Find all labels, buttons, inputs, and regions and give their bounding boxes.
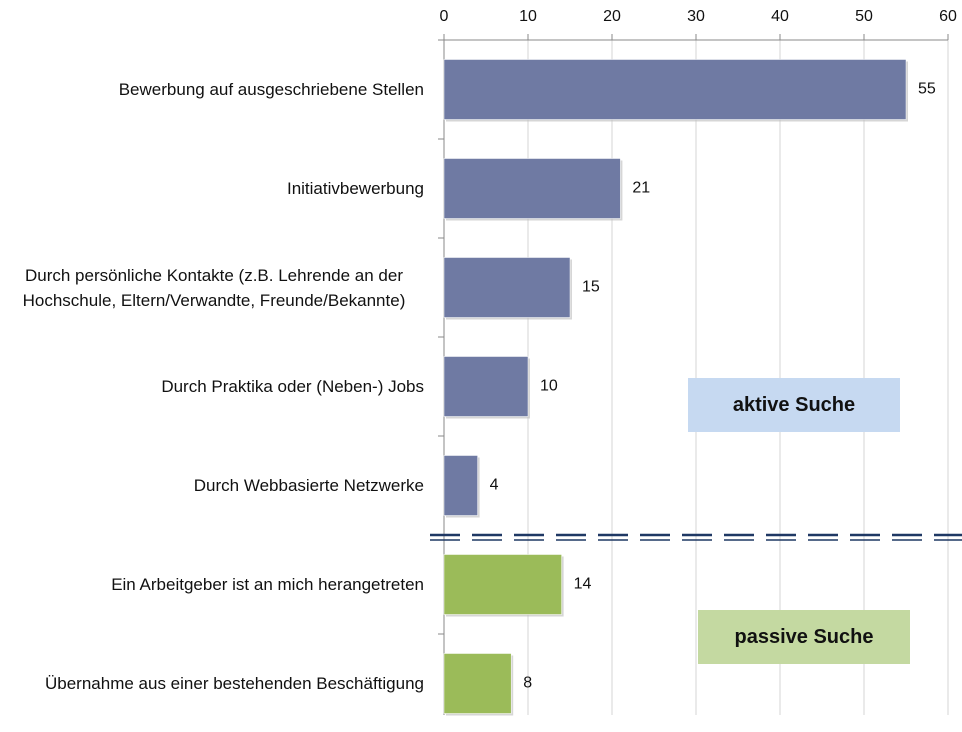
category-label: Durch Praktika oder (Neben-) Jobs — [0, 342, 424, 432]
data-label: 10 — [540, 378, 558, 395]
annotation: passive Suche — [698, 610, 910, 664]
bar — [443, 554, 562, 615]
x-tick-label: 10 — [519, 8, 537, 25]
x-tick-label: 50 — [855, 8, 873, 25]
category-label: Übernahme aus einer bestehenden Beschäft… — [0, 639, 424, 729]
data-label: 55 — [918, 81, 936, 98]
category-label: Initiativbewerbung — [0, 144, 424, 234]
data-label: 21 — [632, 180, 650, 197]
x-tick-label: 40 — [771, 8, 789, 25]
bar — [443, 653, 512, 714]
bar — [443, 257, 571, 318]
x-tick-label: 20 — [603, 8, 621, 25]
bar — [443, 158, 621, 219]
category-label-text: Ein Arbeitgeber ist an mich herangetrete… — [111, 575, 424, 594]
bar — [443, 59, 907, 120]
category-label-text: Bewerbung auf ausgeschriebene Stellen — [118, 80, 424, 99]
data-label: 8 — [523, 675, 532, 692]
category-label: Ein Arbeitgeber ist an mich herangetrete… — [0, 540, 424, 630]
x-tick-label: 0 — [440, 8, 449, 25]
x-tick-label: 30 — [687, 8, 705, 25]
bar — [443, 455, 478, 516]
category-label-text: Durch Praktika oder (Neben-) Jobs — [161, 377, 424, 396]
category-label-text: Durch Webbasierte Netzwerke — [193, 476, 424, 495]
bar — [443, 356, 529, 417]
category-label-text: Übernahme aus einer bestehenden Beschäft… — [45, 674, 424, 693]
category-label: Durch Webbasierte Netzwerke — [0, 441, 424, 531]
data-label: 15 — [582, 279, 600, 296]
annotation-text: passive Suche — [734, 625, 874, 648]
x-tick-label: 60 — [939, 8, 957, 25]
category-label-text: Initiativbewerbung — [286, 179, 424, 198]
category-label: Bewerbung auf ausgeschriebene Stellen — [0, 45, 424, 135]
data-label: 14 — [574, 576, 592, 593]
annotation: aktive Suche — [688, 378, 900, 432]
category-label: Durch persönliche Kontakte (z.B. Lehrend… — [0, 243, 424, 333]
category-label-text: Durch persönliche Kontakte (z.B. Lehrend… — [22, 265, 406, 310]
annotation-text: aktive Suche — [732, 393, 856, 416]
data-label: 4 — [490, 477, 499, 494]
